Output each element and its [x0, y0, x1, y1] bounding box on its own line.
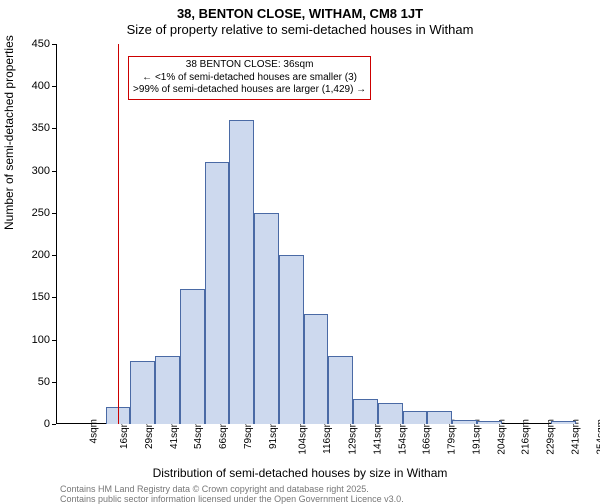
y-axis-line	[56, 44, 57, 424]
ytick-mark	[52, 44, 56, 45]
ytick-mark	[52, 128, 56, 129]
ytick-mark	[52, 86, 56, 87]
histogram-bar	[304, 314, 329, 424]
annotation-line-1: 38 BENTON CLOSE: 36sqm	[133, 59, 366, 72]
ytick-label: 0	[12, 418, 50, 430]
histogram-bar	[328, 356, 353, 424]
ytick-label: 400	[12, 80, 50, 92]
ytick-label: 50	[12, 376, 50, 388]
histogram-bar	[551, 421, 576, 424]
xtick-label: 4sqm	[89, 419, 100, 443]
xtick-label: 179sqm	[447, 419, 458, 455]
histogram-bar	[155, 356, 180, 424]
ytick-mark	[52, 340, 56, 341]
xtick-label: 129sqm	[348, 419, 359, 455]
ytick-label: 350	[12, 122, 50, 134]
xtick-label: 229sqm	[546, 419, 557, 455]
annotation-line-2: ← <1% of semi-detached houses are smalle…	[133, 72, 366, 85]
xtick-label: 141sqm	[372, 419, 383, 455]
xtick-label: 116sqm	[322, 419, 333, 454]
histogram-bar	[353, 399, 378, 424]
xtick-label: 154sqm	[397, 419, 408, 455]
histogram-bar	[378, 403, 403, 424]
xtick-label: 104sqm	[298, 419, 309, 455]
histogram-bar	[279, 255, 304, 424]
annotation-box: 38 BENTON CLOSE: 36sqm← <1% of semi-deta…	[128, 56, 371, 100]
ytick-mark	[52, 297, 56, 298]
ytick-label: 300	[12, 165, 50, 177]
xtick-label: 241sqm	[570, 419, 581, 455]
chart-plot-area: 0501001502002503003504004504sqm16sqm29sq…	[56, 44, 576, 424]
ytick-mark	[52, 255, 56, 256]
ytick-label: 250	[12, 207, 50, 219]
footer-line-2: Contains public sector information licen…	[60, 494, 404, 504]
histogram-bar	[205, 162, 230, 424]
histogram-bar	[254, 213, 279, 424]
xtick-label: 254sqm	[595, 419, 600, 455]
histogram-bar	[180, 289, 205, 424]
ytick-label: 450	[12, 38, 50, 50]
ytick-mark	[52, 171, 56, 172]
ytick-mark	[52, 213, 56, 214]
histogram-bar	[130, 361, 155, 424]
ytick-mark	[52, 424, 56, 425]
chart-title-block: 38, BENTON CLOSE, WITHAM, CM8 1JT Size o…	[0, 0, 600, 39]
histogram-bar	[403, 411, 428, 424]
ytick-label: 200	[12, 249, 50, 261]
xtick-label: 191sqm	[471, 419, 482, 455]
histogram-bar	[452, 420, 477, 424]
histogram-bar	[477, 421, 502, 424]
ytick-mark	[52, 382, 56, 383]
footer-line-1: Contains HM Land Registry data © Crown c…	[60, 484, 369, 494]
ytick-label: 100	[12, 334, 50, 346]
annotation-line-3: >99% of semi-detached houses are larger …	[133, 84, 366, 97]
ytick-label: 150	[12, 291, 50, 303]
marker-vline	[118, 44, 120, 424]
histogram-bar	[427, 411, 452, 424]
x-axis-label: Distribution of semi-detached houses by …	[0, 466, 600, 480]
xtick-label: 216sqm	[521, 419, 532, 455]
xtick-label: 166sqm	[422, 419, 433, 455]
xtick-label: 204sqm	[496, 419, 507, 455]
chart-title-1: 38, BENTON CLOSE, WITHAM, CM8 1JT	[0, 6, 600, 22]
histogram-bar	[229, 120, 254, 424]
chart-title-2: Size of property relative to semi-detach…	[0, 22, 600, 38]
